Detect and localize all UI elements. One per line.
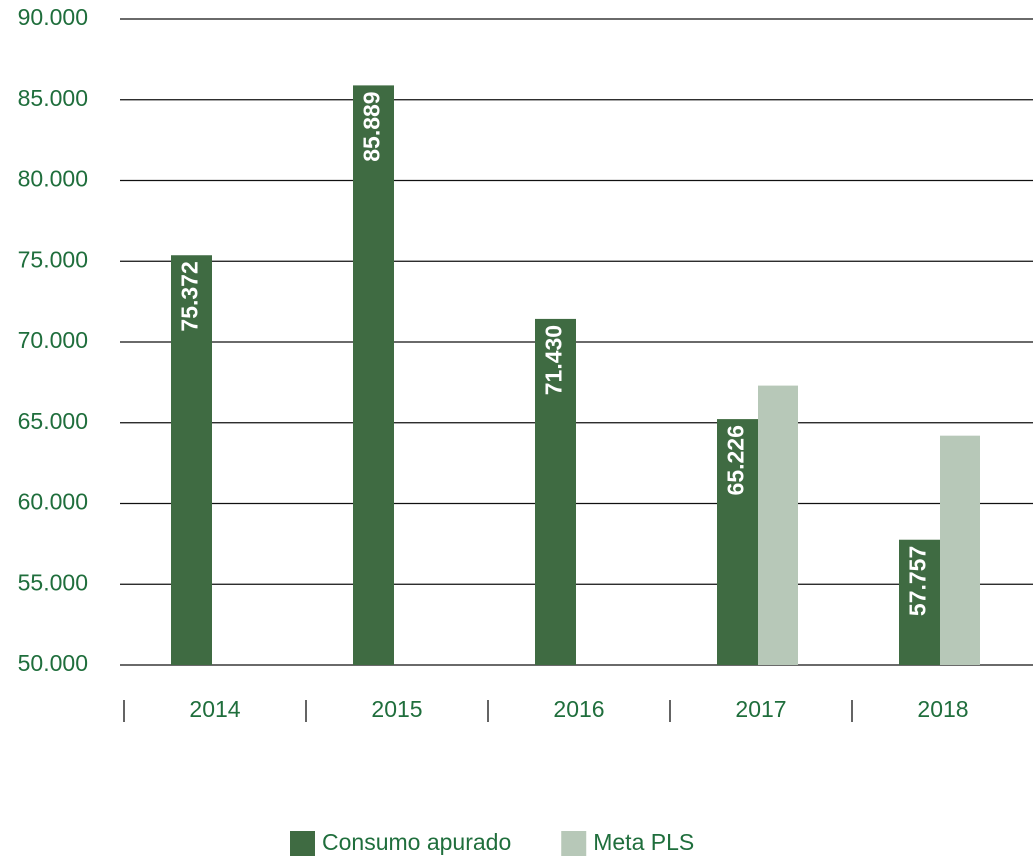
y-tick-label: 70.000 <box>18 327 88 353</box>
value-label: 85.889 <box>359 91 385 161</box>
bar <box>535 318 576 665</box>
x-tick-label: 2014 <box>189 696 240 722</box>
legend-swatch <box>561 831 587 856</box>
y-tick-label: 65.000 <box>18 408 88 434</box>
legend-label: Consumo apurado <box>322 829 511 855</box>
bar <box>899 539 940 665</box>
bar <box>171 255 212 666</box>
value-label: 71.430 <box>541 325 567 395</box>
y-tick-label: 60.000 <box>18 489 88 515</box>
x-tick-label: 2015 <box>371 696 422 722</box>
bar <box>940 435 980 665</box>
y-tick-label: 55.000 <box>18 569 88 595</box>
x-tick-label: 2017 <box>735 696 786 722</box>
y-tick-label: 80.000 <box>18 166 88 192</box>
y-tick-label: 90.000 <box>18 4 88 30</box>
legend-swatch <box>290 831 315 856</box>
bar <box>758 385 798 665</box>
value-label: 75.372 <box>177 261 203 331</box>
bar <box>353 85 394 666</box>
y-tick-label: 50.000 <box>18 650 88 676</box>
y-tick-label: 75.000 <box>18 246 88 272</box>
legend-label: Meta PLS <box>593 829 694 855</box>
value-label: 65.226 <box>723 425 749 495</box>
bar <box>717 419 758 665</box>
x-tick-label: 2018 <box>917 696 968 722</box>
x-tick-label: 2016 <box>553 696 604 722</box>
value-label: 57.757 <box>905 546 931 616</box>
y-tick-label: 85.000 <box>18 85 88 111</box>
